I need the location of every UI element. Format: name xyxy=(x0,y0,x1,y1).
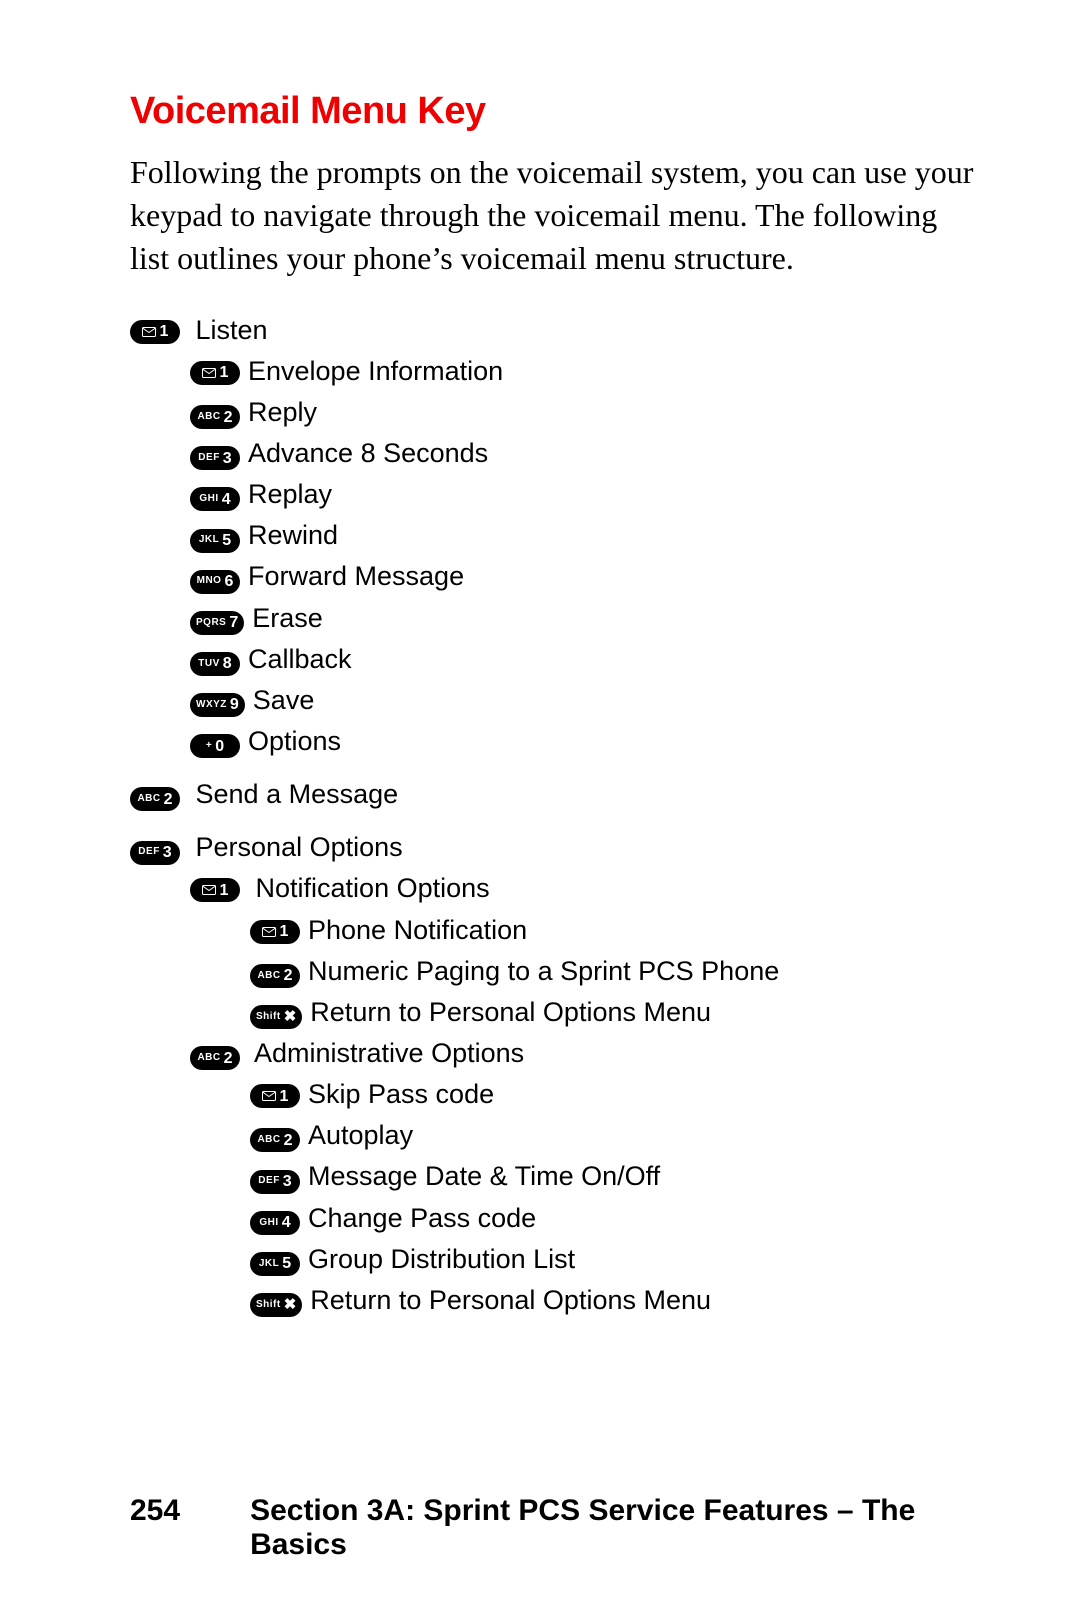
menu-label: Reply xyxy=(248,397,317,427)
page-footer: 254 Section 3A: Sprint PCS Service Featu… xyxy=(130,1494,980,1562)
menu-label: Notification Options xyxy=(256,873,490,903)
list-item: DEF3 Advance 8 Seconds xyxy=(190,434,980,473)
list-item: WXYZ9 Save xyxy=(190,681,980,720)
menu-label: Change Pass code xyxy=(308,1203,536,1233)
key-icon: 1 xyxy=(250,920,300,944)
key-icon: DEF3 xyxy=(130,841,180,865)
key-icon: ABC2 xyxy=(190,1046,240,1070)
list-item: ABC2 Administrative Options 1 Skip Pass c… xyxy=(190,1034,980,1320)
key-icon: Shift✖ xyxy=(250,1293,302,1317)
key-icon: 1 xyxy=(190,878,240,902)
menu-label: Options xyxy=(248,726,341,756)
menu-label: Envelope Information xyxy=(248,356,503,386)
section-title: Section 3A: Sprint PCS Service Features … xyxy=(250,1494,980,1562)
key-icon: ABC2 xyxy=(130,787,180,811)
menu-label: Return to Personal Options Menu xyxy=(310,997,711,1027)
list-item: 1 Listen 1 Envelope Information ABC2 Reply… xyxy=(130,311,980,762)
key-icon: JKL5 xyxy=(250,1252,300,1276)
list-item: JKL5 Rewind xyxy=(190,516,980,555)
key-icon: JKL5 xyxy=(190,529,240,553)
menu-label: Phone Notification xyxy=(308,915,527,945)
menu-label: Save xyxy=(253,685,315,715)
list-item: ABC2 Autoplay xyxy=(250,1116,980,1155)
list-item: JKL5 Group Distribution List xyxy=(250,1240,980,1279)
list-item: 1 Phone Notification xyxy=(250,911,980,950)
key-icon: WXYZ9 xyxy=(190,693,245,717)
key-icon: 1 xyxy=(130,320,180,344)
menu-label: Replay xyxy=(248,479,332,509)
page-title: Voicemail Menu Key xyxy=(130,90,980,133)
menu-label: Skip Pass code xyxy=(308,1079,494,1109)
menu-label: Rewind xyxy=(248,520,338,550)
list-item: GHI4 Change Pass code xyxy=(250,1199,980,1238)
voicemail-menu-list: 1 Listen 1 Envelope Information ABC2 Reply… xyxy=(130,311,980,1320)
key-icon: Shift✖ xyxy=(250,1005,302,1029)
list-item: ABC2 Send a Message xyxy=(130,775,980,814)
menu-label: Callback xyxy=(248,644,352,674)
menu-label: Erase xyxy=(252,603,323,633)
key-icon: PQRS7 xyxy=(190,611,244,635)
list-item: +0 Options xyxy=(190,722,980,761)
menu-label: Numeric Paging to a Sprint PCS Phone xyxy=(308,956,779,986)
menu-label: Message Date & Time On/Off xyxy=(308,1161,660,1191)
menu-label: Advance 8 Seconds xyxy=(248,438,488,468)
menu-label: Return to Personal Options Menu xyxy=(310,1285,711,1315)
key-icon: ABC2 xyxy=(250,964,300,988)
menu-label: Personal Options xyxy=(196,832,403,862)
list-item: TUV8 Callback xyxy=(190,640,980,679)
key-icon: GHI4 xyxy=(190,487,240,511)
list-item: DEF3 Message Date & Time On/Off xyxy=(250,1157,980,1196)
list-item: DEF3 Personal Options 1 Notification Opt… xyxy=(130,828,980,1320)
key-icon: ABC2 xyxy=(190,405,240,429)
intro-paragraph: Following the prompts on the voicemail s… xyxy=(130,151,980,281)
menu-label: Group Distribution List xyxy=(308,1244,575,1274)
key-icon: TUV8 xyxy=(190,652,240,676)
key-icon: DEF3 xyxy=(190,446,240,470)
list-item: ABC2 Reply xyxy=(190,393,980,432)
menu-label: Forward Message xyxy=(248,561,464,591)
list-item: 1 Envelope Information xyxy=(190,352,980,391)
key-icon: GHI4 xyxy=(250,1211,300,1235)
menu-label: Send a Message xyxy=(196,779,399,809)
key-icon: ABC2 xyxy=(250,1128,300,1152)
list-item: Shift✖ Return to Personal Options Menu xyxy=(250,993,980,1032)
key-icon: 1 xyxy=(250,1084,300,1108)
menu-label: Listen xyxy=(196,315,268,345)
list-item: MNO6 Forward Message xyxy=(190,557,980,596)
list-item: 1 Notification Options 1 Phone Notificati… xyxy=(190,869,980,1032)
key-icon: MNO6 xyxy=(190,570,240,594)
key-icon: DEF3 xyxy=(250,1170,300,1194)
menu-label: Autoplay xyxy=(308,1120,413,1150)
menu-label: Administrative Options xyxy=(254,1038,524,1068)
key-icon: 1 xyxy=(190,361,240,385)
list-item: PQRS7 Erase xyxy=(190,599,980,638)
page: Voicemail Menu Key Following the prompts… xyxy=(0,0,1080,1620)
list-item: 1 Skip Pass code xyxy=(250,1075,980,1114)
list-item: GHI4 Replay xyxy=(190,475,980,514)
key-icon: +0 xyxy=(190,734,240,758)
list-item: ABC2 Numeric Paging to a Sprint PCS Phone xyxy=(250,952,980,991)
list-item: Shift✖ Return to Personal Options Menu xyxy=(250,1281,980,1320)
page-number: 254 xyxy=(130,1494,180,1528)
